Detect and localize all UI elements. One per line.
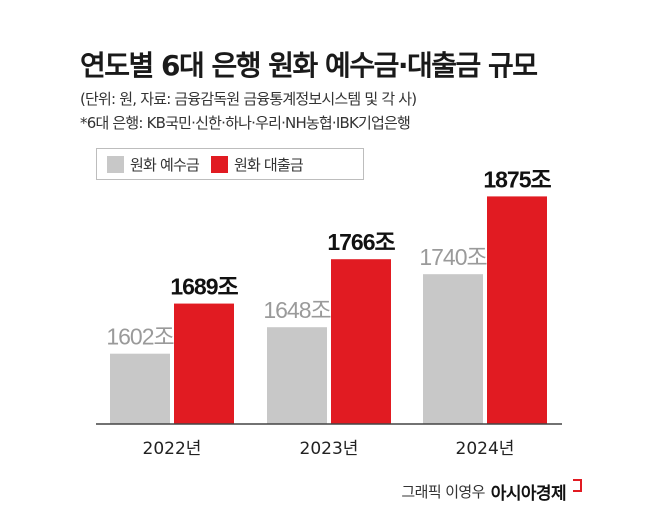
data-label-deposits-2023년: 1648조 xyxy=(263,297,330,323)
chart-title: 연도별 6대 은행 원화 예수금·대출금 규모 xyxy=(80,49,538,82)
legend-label-loans: 원화 대출금 xyxy=(233,155,304,174)
graphic-credit: 그래픽 이영우 xyxy=(401,483,485,501)
chart-subtitle: (단위: 원, 자료: 금융감독원 금융통계정보시스템 및 각 사) xyxy=(80,90,417,108)
bar-deposits-2023년 xyxy=(267,327,327,424)
bar-deposits-2024년 xyxy=(423,274,483,424)
bar-loans-2024년 xyxy=(487,196,547,424)
bar-loans-2023년 xyxy=(331,259,391,424)
data-label-deposits-2024년: 1740조 xyxy=(419,244,486,270)
bar-deposits-2022년 xyxy=(110,353,170,424)
x-tick-label-2022년: 2022년 xyxy=(143,439,202,459)
legend-swatch-loans xyxy=(210,155,228,173)
data-label-deposits-2022년: 1602조 xyxy=(106,324,173,350)
data-label-loans-2022년: 1689조 xyxy=(170,274,238,300)
legend-swatch-deposits xyxy=(107,155,124,173)
legend-item-deposits: 원화 예수금 xyxy=(107,154,200,175)
brand-mark-icon xyxy=(573,479,582,492)
brand-logo: 아시아경제 xyxy=(490,484,567,504)
bar-loans-2022년 xyxy=(174,303,234,424)
x-tick-label-2024년: 2024년 xyxy=(456,439,515,459)
bank-note: *6대 은행: KB국민·신한·하나·우리·NH농협·IBK기업은행 xyxy=(80,114,411,132)
data-label-loans-2024년: 1875조 xyxy=(483,166,551,192)
x-tick-label-2023년: 2023년 xyxy=(300,439,359,459)
data-label-loans-2023년: 1766조 xyxy=(327,229,395,255)
legend-label-deposits: 원화 예수금 xyxy=(130,155,200,174)
legend: 원화 예수금 원화 대출금 xyxy=(96,148,364,180)
legend-item-loans: 원화 대출금 xyxy=(210,154,304,175)
credit: 그래픽 이영우 아시아경제 xyxy=(401,479,582,504)
